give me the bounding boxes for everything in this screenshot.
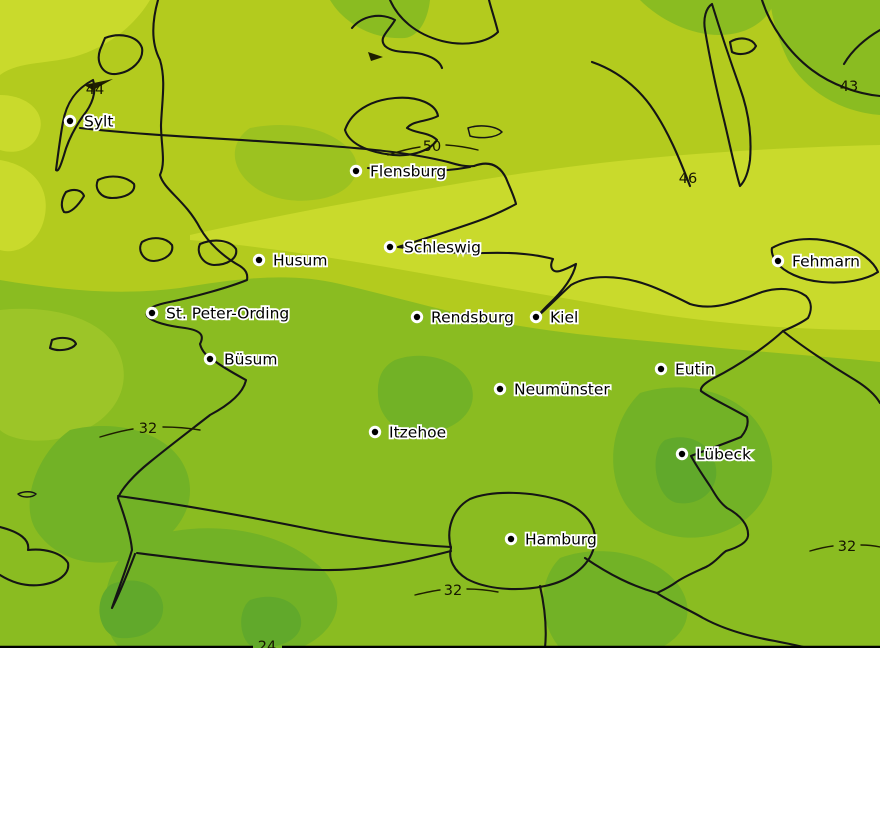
city-dot <box>532 313 540 321</box>
city-label: Schleswig <box>404 239 481 257</box>
city-marker: Rendsburg <box>410 307 516 328</box>
coastlines <box>0 0 880 648</box>
contour-value-label: 32 <box>838 539 856 555</box>
city-dot <box>66 117 74 125</box>
city-dot <box>255 256 263 264</box>
city-marker: Lübeck <box>675 444 753 465</box>
contour-value-label: 43 <box>840 79 858 95</box>
city-dot <box>386 243 394 251</box>
city-marker: Büsum <box>203 349 279 370</box>
contour-value-label: 32 <box>139 421 157 437</box>
city-marker: Fehmarn <box>771 251 862 272</box>
city-dot <box>148 309 156 317</box>
contour-value-label: 46 <box>679 171 697 187</box>
city-marker: Sylt <box>63 111 115 132</box>
city-marker: Husum <box>252 250 329 271</box>
city-marker: Hamburg <box>504 529 599 550</box>
city-label: Rendsburg <box>431 309 514 327</box>
city-dot <box>371 428 379 436</box>
city-marker: Neumünster <box>493 379 612 400</box>
city-dot <box>206 355 214 363</box>
city-label: St. Peter-Ording <box>166 305 289 323</box>
contour-value-label: 32 <box>444 583 462 599</box>
contour-lines <box>84 79 880 596</box>
wind-gust-map: 44 50 46 43 32 32 32 24 Sylt Flensburg Schleswig H… <box>0 0 880 648</box>
city-label: Sylt <box>84 113 113 131</box>
city-label: Itzehoe <box>389 424 446 442</box>
city-dot <box>413 313 421 321</box>
contour-value-label: 50 <box>423 139 441 155</box>
city-marker: Eutin <box>654 359 717 380</box>
city-label: Eutin <box>675 361 715 379</box>
city-label: Hamburg <box>525 531 597 549</box>
contour-labels: 44 50 46 43 32 32 32 24 <box>86 79 858 648</box>
city-markers: Sylt Flensburg Schleswig Husum Fehmarn St. Pe… <box>63 111 862 550</box>
info-panel: Windböen (in km/h) Di, 10.02.2026 20:00 … <box>0 648 880 830</box>
city-label: Kiel <box>550 309 578 327</box>
city-dot <box>678 450 686 458</box>
city-dot <box>496 385 504 393</box>
city-label: Fehmarn <box>792 253 860 271</box>
city-marker: Flensburg <box>349 161 448 182</box>
city-label: Flensburg <box>370 163 446 181</box>
city-label: Büsum <box>224 351 277 369</box>
contour-value-label: 24 <box>258 639 276 648</box>
city-dot <box>657 365 665 373</box>
city-marker: Kiel <box>529 307 580 328</box>
city-label: Husum <box>273 252 327 270</box>
city-dot <box>507 535 515 543</box>
city-marker: St. Peter-Ording <box>145 303 291 324</box>
city-dot <box>774 257 782 265</box>
contour-value-label: 44 <box>86 82 104 98</box>
city-label: Neumünster <box>514 381 610 399</box>
city-dot <box>352 167 360 175</box>
city-label: Lübeck <box>696 446 751 464</box>
city-marker: Itzehoe <box>368 422 448 443</box>
city-marker: Schleswig <box>383 237 483 258</box>
